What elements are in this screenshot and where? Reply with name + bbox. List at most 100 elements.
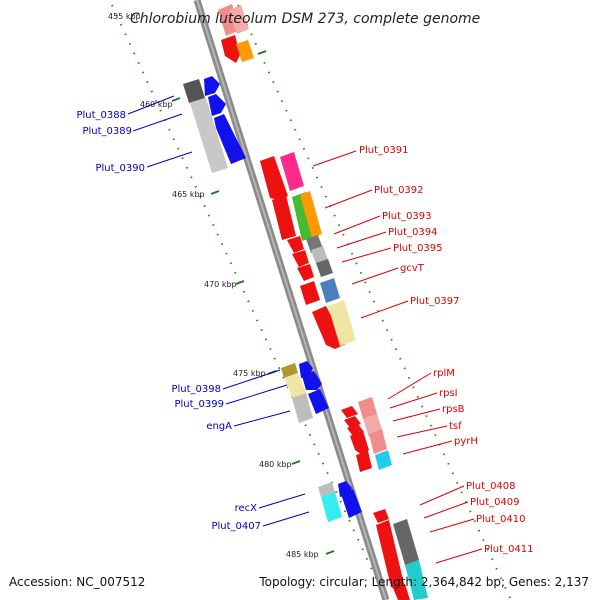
tick-label-485: 485 kbp <box>286 550 319 559</box>
gene-feature <box>369 429 387 454</box>
forward-arrow-icon <box>312 306 346 349</box>
gene-label-recx[interactable]: recX <box>235 503 258 514</box>
gene-feature <box>358 397 377 419</box>
right-dotted-ring <box>237 4 511 599</box>
gene-label-plut-0394[interactable]: Plut_0394 <box>388 227 438 238</box>
gene-label-plut-0411[interactable]: Plut_0411 <box>484 544 534 555</box>
reverse-arrow-icon <box>308 389 329 414</box>
leader-line <box>258 493 306 509</box>
forward-arrow-icon <box>393 584 410 600</box>
gene-label-plut-0398[interactable]: Plut_0398 <box>171 384 221 395</box>
leader-line <box>225 384 288 405</box>
map-title: Chlorobium luteolum DSM 273, complete ge… <box>130 11 480 27</box>
leader-line <box>132 113 183 132</box>
forward-arrow-icon <box>341 406 358 418</box>
leader-line <box>360 300 409 319</box>
forward-arrow-icon <box>260 156 288 200</box>
leader-line <box>336 231 387 249</box>
gene-block-0398 <box>281 361 329 423</box>
leader-line <box>423 501 469 519</box>
gene-feature <box>318 482 335 497</box>
leader-line <box>222 369 281 390</box>
gene-block-0388 <box>183 76 246 173</box>
leader-line <box>389 392 438 409</box>
gene-feature <box>316 259 333 277</box>
reverse-arrow-icon <box>214 114 246 164</box>
gene-label-plut-0388[interactable]: Plut_0388 <box>76 110 126 121</box>
gene-label-plut-0390[interactable]: Plut_0390 <box>95 163 145 174</box>
accession-text: Accession: NC_007512 <box>9 575 145 589</box>
gene-label-enga[interactable]: engA <box>206 421 232 432</box>
tick-labels: 455 kbp 460 kbp 465 kbp 470 kbp 475 kbp … <box>108 12 319 559</box>
gene-feature <box>236 40 254 62</box>
leader-line <box>387 372 432 400</box>
gene-label-plut-0391[interactable]: Plut_0391 <box>359 145 409 156</box>
forward-arrow-icon <box>356 451 372 472</box>
gene-label-rplm[interactable]: rplM <box>433 368 455 379</box>
gene-feature <box>229 5 249 34</box>
forward-arrow-icon <box>376 520 404 590</box>
gene-label-plut-0392[interactable]: Plut_0392 <box>374 185 424 196</box>
gene-feature <box>284 373 307 399</box>
gene-feature <box>320 278 340 303</box>
leader-line <box>312 150 357 167</box>
gene-label-tsf[interactable]: tsf <box>449 421 462 432</box>
gene-feature <box>375 450 392 470</box>
gene-label-gcvt[interactable]: gcvT <box>400 263 425 274</box>
tick-mark <box>210 190 220 195</box>
gene-label-plut-0389[interactable]: Plut_0389 <box>82 126 132 137</box>
gene-label-plut-0399[interactable]: Plut_0399 <box>174 399 224 410</box>
topology-text: Topology: circular; Length: 2,364,842 bp… <box>258 575 589 589</box>
forward-arrow-icon <box>373 509 389 523</box>
tick-mark <box>257 50 267 55</box>
gene-block-top <box>218 4 254 63</box>
gene-label-plut-0408[interactable]: Plut_0408 <box>466 481 516 492</box>
forward-arrow-icon <box>350 431 369 455</box>
reverse-leader-lines <box>127 95 310 527</box>
gene-label-rpsi[interactable]: rpsI <box>439 388 458 399</box>
tick-label-480: 480 kbp <box>259 460 292 469</box>
leader-line <box>324 189 373 209</box>
gene-feature <box>281 363 298 378</box>
gene-block-recX <box>318 481 362 522</box>
tick-mark <box>291 460 301 465</box>
leader-line <box>333 215 381 235</box>
forward-leader-lines <box>312 150 483 564</box>
gene-feature <box>405 560 428 600</box>
gene-feature <box>218 4 240 36</box>
gene-feature <box>190 98 228 173</box>
reverse-arrow-icon <box>302 371 322 390</box>
tick-label-455: 455 kbp <box>108 12 141 21</box>
tick-label-465: 465 kbp <box>172 190 205 199</box>
gene-block-rplM <box>341 397 392 472</box>
gene-label-plut-0409[interactable]: Plut_0409 <box>470 497 520 508</box>
leader-line <box>419 485 465 506</box>
leader-line <box>341 247 392 263</box>
gene-label-plut-0395[interactable]: Plut_0395 <box>393 243 443 254</box>
leader-line <box>396 425 448 438</box>
tick-mark <box>171 97 181 102</box>
gene-block-0408 <box>373 509 428 600</box>
tick-label-475: 475 kbp <box>233 369 266 378</box>
forward-gene-labels: Plut_0391 Plut_0392 Plut_0393 Plut_0394 … <box>359 145 534 555</box>
forward-arrow-icon <box>300 281 320 305</box>
gene-label-plut-0393[interactable]: Plut_0393 <box>382 211 432 222</box>
gene-label-plut-0410[interactable]: Plut_0410 <box>476 514 526 525</box>
gene-label-rpsb[interactable]: rpsB <box>442 404 465 415</box>
gene-feature <box>292 393 313 423</box>
forward-arrow-icon <box>287 236 304 253</box>
leader-line <box>392 408 441 422</box>
leader-line <box>435 548 483 564</box>
gene-block-0391 <box>260 152 356 349</box>
gene-feature <box>300 191 322 238</box>
reverse-arrow-icon <box>208 94 226 116</box>
gene-label-plut-0397[interactable]: Plut_0397 <box>410 296 460 307</box>
gene-label-plut-0407[interactable]: Plut_0407 <box>211 521 261 532</box>
reverse-arrow-icon <box>341 489 362 518</box>
gene-feature <box>321 492 342 522</box>
leader-line <box>262 511 310 527</box>
forward-arrow-icon <box>297 264 314 281</box>
leader-line <box>233 410 291 427</box>
leader-line <box>402 440 453 455</box>
gene-label-pyrh[interactable]: pyrH <box>454 436 478 447</box>
